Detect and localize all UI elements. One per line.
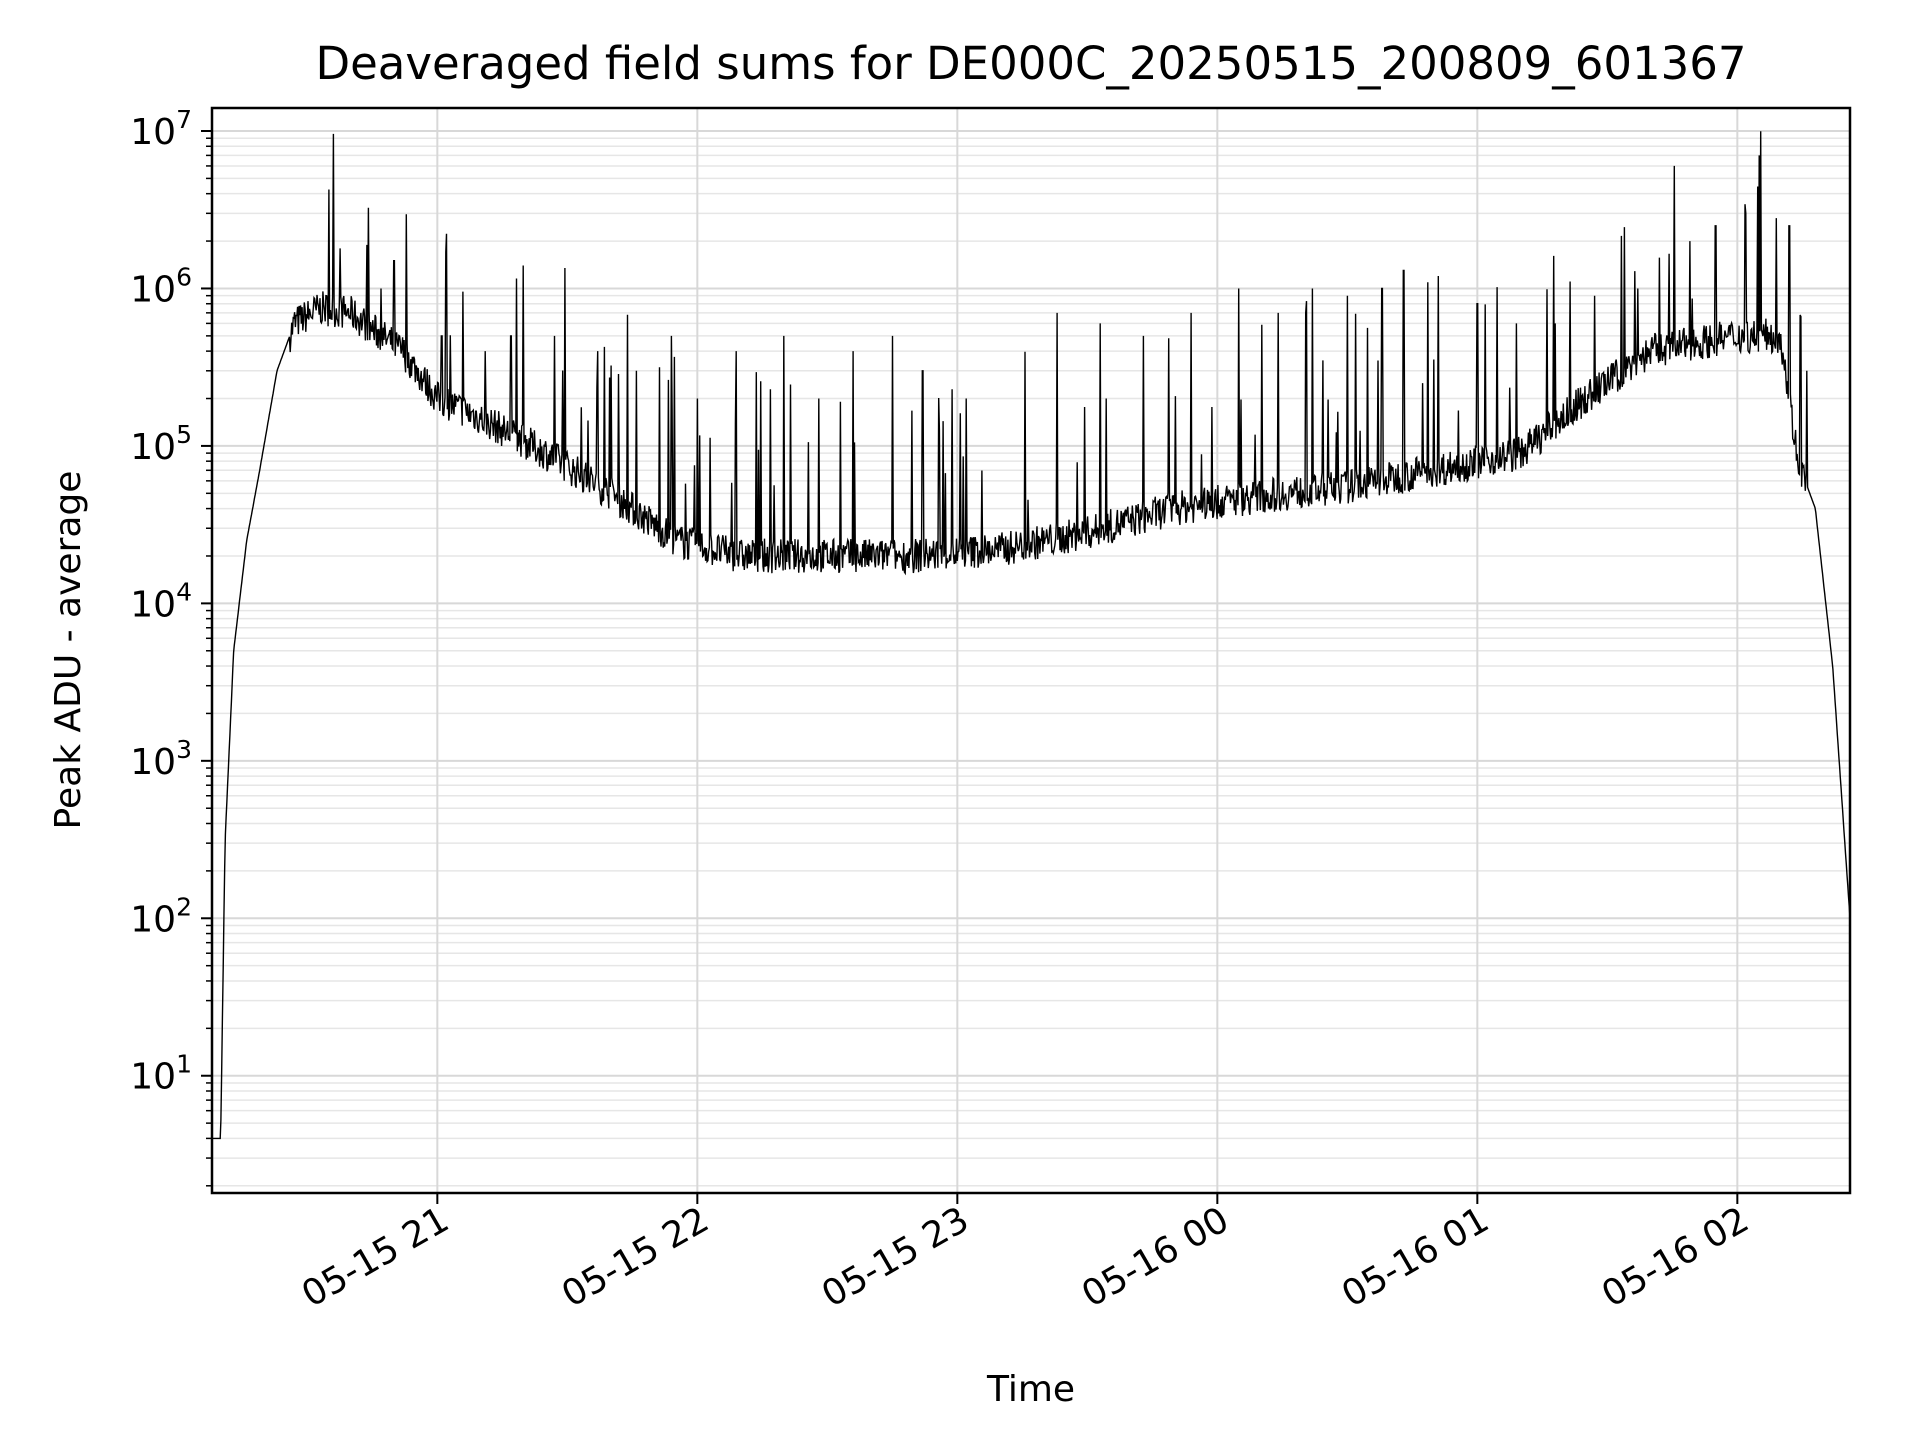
chart-title: Deaveraged field sums for DE000C_2025051… [315,37,1746,90]
x-axis-label: Time [986,1369,1075,1410]
series-line [212,131,1851,1140]
y-tick-label: 102 [130,892,192,940]
y-tick-label: 103 [130,735,192,783]
y-tick-label: 101 [130,1050,192,1098]
y-axis-label: Peak ADU - average [48,471,89,830]
data-layer [212,131,1851,1140]
grid [212,108,1850,1193]
y-tick-label: 104 [130,577,192,625]
y-axis: 101 102 103 104 105 106 107 [130,105,212,1187]
y-tick-label: 105 [130,420,192,468]
y-tick-label: 107 [130,105,192,153]
y-tick-label: 106 [130,262,192,310]
